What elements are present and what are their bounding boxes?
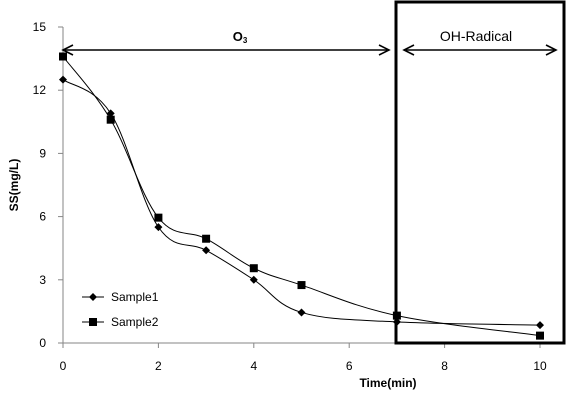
legend: Sample1 Sample2 <box>82 290 159 329</box>
data-point <box>298 308 306 316</box>
y-tick-label: 3 <box>39 273 46 287</box>
data-point <box>154 223 162 231</box>
legend-item-sample1: Sample1 <box>82 290 159 304</box>
data-point <box>298 281 306 289</box>
x-tick-label: 0 <box>60 359 67 373</box>
legend-item-sample2: Sample2 <box>82 315 159 329</box>
x-axis-title: Time(min) <box>359 376 416 390</box>
legend-label: Sample2 <box>111 315 159 329</box>
data-point <box>536 332 544 340</box>
data-point <box>250 264 258 272</box>
data-point <box>154 214 162 222</box>
data-point <box>250 276 258 284</box>
oh-radical-label: OH-Radical <box>440 28 512 44</box>
y-axis-title: SS(mg/L) <box>7 159 21 212</box>
data-point <box>59 76 67 84</box>
y-tick-label: 12 <box>33 83 47 97</box>
x-tick-label: 6 <box>346 359 353 373</box>
x-tick-label: 2 <box>155 359 162 373</box>
x-tick-label: 4 <box>250 359 257 373</box>
o3-range-arrow <box>63 45 389 55</box>
x-tick-label: 10 <box>533 359 547 373</box>
y-tick-label: 15 <box>33 20 47 34</box>
oh-radical-box <box>396 2 564 343</box>
o3-label: O3 <box>233 29 248 45</box>
data-point <box>107 116 115 124</box>
legend-marker <box>89 318 97 326</box>
y-tick-label: 0 <box>39 336 46 350</box>
data-point <box>202 246 210 254</box>
y-tick-label: 6 <box>39 210 46 224</box>
y-tick-label: 9 <box>39 146 46 160</box>
data-point <box>202 235 210 243</box>
oh-radical-range-arrow <box>404 45 556 55</box>
x-tick-label: 8 <box>441 359 448 373</box>
data-point <box>59 52 67 60</box>
legend-marker <box>89 293 97 301</box>
data-point <box>536 321 544 329</box>
legend-label: Sample1 <box>111 290 159 304</box>
